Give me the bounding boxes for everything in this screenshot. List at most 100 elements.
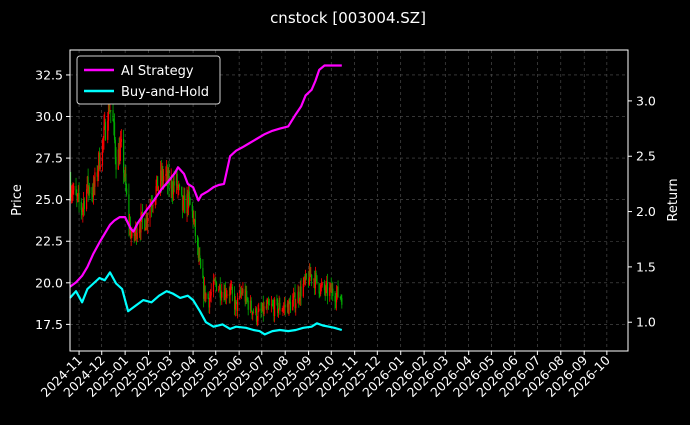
candle-body (91, 193, 93, 195)
candle-body (81, 209, 83, 212)
candle-body (332, 288, 334, 296)
candle-body (277, 300, 279, 313)
candle-body (163, 176, 165, 181)
candle-body (287, 303, 289, 314)
candle-body (246, 298, 249, 301)
candle-body (236, 302, 238, 311)
candle-body (289, 301, 292, 311)
candle-body (186, 193, 188, 214)
candle-body (320, 285, 323, 286)
candle-body (336, 286, 338, 293)
candle-body (113, 122, 116, 140)
candle-body (181, 195, 184, 211)
candle-body (337, 286, 339, 297)
candle-body (70, 183, 72, 198)
candle-body (272, 304, 274, 306)
candle-body (320, 285, 322, 294)
candle-body (197, 236, 199, 246)
y-axis-left: 17.5 20.0 22.5 25.0 27.5 30.0 32.5 (35, 67, 70, 332)
candle-body (234, 300, 236, 310)
candle-body (171, 179, 173, 193)
candle-body (118, 149, 120, 165)
candle-body (72, 190, 74, 194)
candle-body (191, 204, 193, 212)
candle-body (249, 300, 252, 310)
candle-body (218, 284, 221, 290)
candle-body (123, 172, 125, 178)
candle-body (244, 288, 246, 302)
candle-body (298, 291, 300, 302)
candle-body (314, 273, 316, 289)
candle-body (341, 298, 343, 305)
candle-body (194, 219, 196, 237)
candle-body (187, 191, 190, 209)
candle-body (97, 170, 99, 177)
candle-body (99, 165, 101, 169)
candle-body (94, 172, 96, 187)
candle-body (319, 293, 321, 295)
candle-body (192, 211, 194, 222)
candle-body (214, 280, 216, 282)
candle-body (204, 285, 206, 299)
candle-body (187, 193, 189, 209)
candle-body (198, 255, 200, 258)
candle-body (70, 194, 73, 198)
candle-body (255, 308, 258, 322)
candle-body (162, 170, 164, 181)
candle-body (220, 297, 222, 299)
candle-body (209, 298, 211, 308)
candle-body (326, 282, 329, 296)
candle-body (318, 283, 320, 294)
y-left-tick-label: 30.0 (35, 109, 63, 124)
candle-body (110, 110, 112, 111)
candle-body (134, 232, 136, 237)
candle-body (104, 122, 106, 127)
candle-body (152, 205, 154, 207)
candle-body (295, 303, 297, 309)
candle-body (262, 302, 264, 315)
candle-body (292, 295, 295, 300)
candle-body (124, 173, 126, 178)
candle-body (144, 228, 147, 231)
candle-body (98, 152, 101, 169)
y-left-tick-label: 32.5 (35, 67, 63, 82)
candle-body (166, 170, 169, 183)
candle-body (87, 176, 89, 191)
y-right-tick-label: 1.0 (636, 315, 656, 330)
candle-body (113, 121, 115, 123)
legend-label-ai-strategy: AI Strategy (121, 64, 194, 79)
candle-body (128, 194, 130, 226)
candle-body (117, 149, 119, 170)
legend: AI Strategy Buy-and-Hold (76, 55, 221, 105)
candle-body (154, 199, 156, 206)
candle-body (219, 284, 221, 298)
candle-body (231, 286, 233, 294)
candle-body (302, 283, 304, 297)
candle-body (288, 299, 290, 314)
candle-body (300, 286, 302, 297)
candle-body (326, 282, 328, 285)
candle-body (239, 290, 241, 299)
candle-body (107, 120, 109, 140)
candle-body (125, 173, 127, 189)
candle-body (104, 122, 107, 140)
candle-body (86, 189, 88, 210)
candle-body (207, 293, 209, 299)
candle-body (156, 176, 158, 187)
candle-body (335, 301, 337, 303)
chart-title: cnstock [003004.SZ] (270, 9, 426, 27)
candle-body (172, 192, 174, 195)
candle-body (237, 298, 239, 311)
legend-label-buy-and-hold: Buy-and-Hold (121, 85, 209, 100)
y-right-tick-label: 2.0 (636, 204, 656, 219)
candle-body (200, 259, 202, 268)
candle-body (156, 176, 159, 191)
candle-body (321, 283, 323, 286)
candle-body (289, 299, 291, 302)
candle-body (234, 293, 236, 310)
candle-body (165, 174, 167, 177)
candle-body (283, 306, 285, 310)
candle-body (92, 182, 95, 198)
candle-body (240, 290, 242, 295)
